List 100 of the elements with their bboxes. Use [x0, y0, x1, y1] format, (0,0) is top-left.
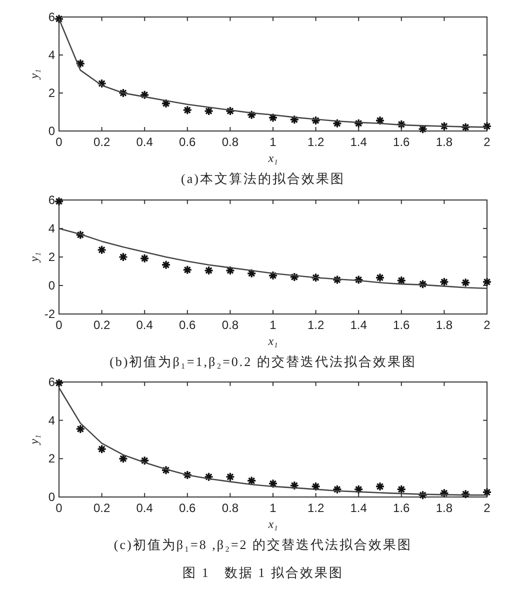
point	[375, 482, 385, 492]
point	[482, 487, 492, 498]
x-tick-label: 0.6	[179, 501, 196, 515]
point	[354, 118, 364, 128]
x-tick-label: 2	[484, 501, 491, 515]
y-tick-label: -2	[44, 307, 56, 321]
point	[225, 106, 235, 116]
x-tick-label: 1.8	[436, 135, 453, 149]
x-tick-label: 0.8	[222, 135, 239, 149]
point	[290, 480, 300, 490]
line-series	[58, 228, 488, 289]
x-tick-label: 0.2	[93, 135, 110, 149]
y-tick-label: 0	[48, 278, 56, 292]
x-tick-label: 2	[484, 135, 491, 149]
point	[54, 196, 64, 206]
x-tick-label: 1.8	[436, 501, 453, 515]
x-tick-label: 1.2	[307, 501, 324, 515]
y-tick-label: 4	[48, 222, 56, 236]
x-tick-label: 0.6	[179, 135, 196, 149]
point	[204, 472, 214, 482]
point	[118, 252, 128, 262]
point	[76, 58, 86, 68]
x-tick-label: 1.6	[393, 135, 410, 149]
x-axis-title: x₁	[267, 334, 278, 348]
point	[246, 268, 256, 278]
text: (a)本文算法的拟合效果图	[181, 171, 345, 186]
caption: 图 1 数据 1 拟合效果图	[182, 565, 344, 580]
x-tick-label: 0.4	[136, 501, 154, 515]
point	[268, 270, 278, 280]
line-series	[58, 387, 488, 496]
y-tick-label: 4	[48, 413, 56, 428]
point	[182, 105, 192, 115]
x-tick-label: 0.8	[222, 501, 239, 515]
point	[54, 378, 64, 388]
point	[118, 88, 128, 98]
x-tick-label: 0.2	[93, 318, 110, 332]
point	[97, 444, 107, 454]
y-tick-label: 2	[48, 86, 56, 100]
y-tick-label: 0	[48, 124, 56, 138]
y-tick-label: 2	[48, 452, 56, 466]
x-tick-label: 0.8	[222, 318, 239, 332]
point	[225, 472, 235, 482]
x-axis-title: x₁	[267, 517, 278, 531]
point	[290, 272, 300, 282]
y-axis-title: y₁	[27, 252, 41, 263]
x-tick-label: 1.4	[350, 501, 368, 515]
x-tick-label: 0.4	[136, 318, 154, 332]
point	[439, 488, 449, 498]
point	[439, 121, 449, 132]
x-tick-label: 0.6	[179, 318, 196, 332]
point	[268, 112, 278, 122]
x-tick-label: 0.4	[136, 135, 154, 149]
x-tick-label: 1	[270, 318, 277, 332]
point	[140, 90, 150, 100]
point	[140, 456, 150, 466]
point	[76, 424, 86, 434]
point	[311, 482, 321, 492]
point	[460, 122, 470, 132]
point	[182, 470, 192, 480]
point	[439, 277, 449, 287]
point	[311, 272, 321, 282]
point	[482, 277, 492, 287]
point	[375, 272, 385, 282]
point	[161, 260, 171, 270]
point	[332, 275, 342, 285]
x-tick-label: 1.6	[393, 501, 410, 515]
point	[140, 254, 150, 264]
point	[375, 116, 385, 126]
x-tick-label: 1	[270, 501, 277, 515]
text: (b)初值为β₁=1,β₂=0.2 的交替迭代法拟合效果图	[110, 354, 416, 369]
point	[97, 245, 107, 255]
point	[290, 114, 300, 124]
point	[354, 484, 364, 494]
point	[182, 265, 192, 275]
x-tick-label: 1.4	[350, 135, 368, 149]
point	[225, 266, 235, 276]
point	[418, 490, 428, 500]
point	[354, 275, 364, 285]
point	[460, 278, 470, 288]
x-tick-label: 1.4	[350, 318, 368, 332]
x-axis-title: x₁	[267, 151, 278, 165]
y-axis-title: y₁	[27, 434, 41, 446]
point	[332, 484, 342, 494]
y-axis-title: y₁	[27, 69, 41, 80]
text: (c)初值为β₁=8 ,β₂=2 的交替迭代法拟合效果图	[114, 537, 412, 552]
point	[482, 121, 492, 132]
x-tick-label: 1.8	[436, 318, 453, 332]
point	[161, 98, 171, 108]
y-tick-label: 0	[48, 490, 56, 504]
point	[161, 465, 171, 475]
point	[311, 116, 321, 126]
point	[418, 279, 428, 289]
x-tick-label: 1.6	[393, 318, 410, 332]
point	[54, 14, 64, 24]
y-tick-label: 6	[48, 10, 56, 24]
point	[97, 78, 107, 88]
point	[246, 110, 256, 120]
point	[268, 478, 278, 488]
point	[204, 106, 214, 116]
y-tick-label: 6	[48, 193, 56, 207]
